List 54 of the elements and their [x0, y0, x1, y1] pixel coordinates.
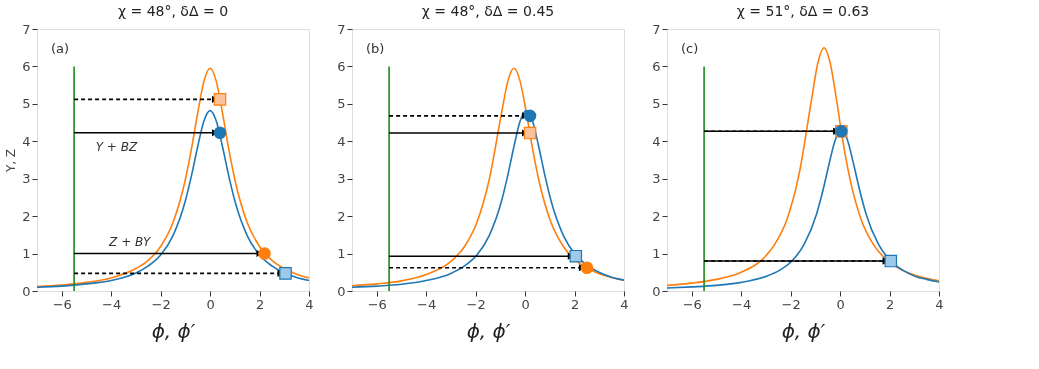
x-tick-label: 0 — [521, 296, 530, 312]
x-tick-label: 4 — [305, 296, 314, 312]
x-tick-label: −2 — [466, 296, 486, 312]
y-tick-label: 4 — [652, 133, 661, 149]
y-tick-label: 1 — [22, 246, 31, 262]
x-tick-label: 0 — [206, 296, 215, 312]
y-tick-label: 2 — [652, 208, 661, 224]
chart-title: χ = 48°, δΔ = 0.45 — [421, 3, 555, 19]
x-tick-label: −4 — [102, 296, 122, 312]
y-tick-label: 3 — [652, 171, 661, 187]
y-tick-label: 6 — [652, 58, 661, 74]
x-axis-title: ϕ, ϕ′ — [781, 318, 826, 343]
y-tick-label: 1 — [652, 246, 661, 262]
x-tick-label: 4 — [935, 296, 944, 312]
y-tick-label: 7 — [22, 21, 31, 37]
y-tick-label: 7 — [652, 21, 661, 37]
x-tick-label: −4 — [732, 296, 752, 312]
annotation: (a) — [51, 41, 70, 56]
y-tick-label: 3 — [337, 171, 346, 187]
chart-title: χ = 48°, δΔ = 0 — [117, 3, 229, 19]
x-tick-label: −2 — [151, 296, 171, 312]
x-tick-label: −6 — [52, 296, 72, 312]
y-tick-label: 3 — [22, 171, 31, 187]
y-tick-label: 6 — [22, 58, 31, 74]
x-tick-label: 0 — [836, 296, 845, 312]
y-tick-label: 2 — [337, 208, 346, 224]
x-tick-label: 2 — [885, 296, 895, 312]
y-tick-label: 4 — [22, 133, 31, 149]
chart-title: χ = 51°, δΔ = 0.63 — [736, 3, 870, 19]
y-tick-label: 0 — [337, 283, 346, 299]
annotation: (c) — [681, 41, 699, 56]
y-axis-title: Y, Z — [4, 148, 19, 174]
y-tick-label: 1 — [337, 246, 346, 262]
y-tick-label: 0 — [652, 283, 661, 299]
x-axis-title: ϕ, ϕ′ — [151, 318, 196, 343]
x-tick-label: 2 — [255, 296, 265, 312]
series-label: Y + BZ — [95, 139, 138, 154]
y-tick-label: 7 — [337, 21, 346, 37]
x-tick-label: −4 — [417, 296, 437, 312]
x-tick-label: −6 — [682, 296, 702, 312]
y-tick-label: 4 — [337, 133, 346, 149]
y-tick-label: 5 — [652, 96, 661, 112]
y-tick-label: 2 — [22, 208, 31, 224]
series-label: Z + BY — [108, 234, 153, 249]
x-tick-label: −6 — [367, 296, 387, 312]
annotation: (b) — [366, 41, 385, 56]
y-tick-label: 0 — [22, 283, 31, 299]
x-tick-label: 2 — [570, 296, 580, 312]
y-tick-label: 6 — [337, 58, 346, 74]
y-tick-label: 5 — [337, 96, 346, 112]
x-tick-label: 4 — [620, 296, 629, 312]
x-axis-title: ϕ, ϕ′ — [466, 318, 511, 343]
y-tick-label: 5 — [22, 96, 31, 112]
x-tick-label: −2 — [781, 296, 801, 312]
